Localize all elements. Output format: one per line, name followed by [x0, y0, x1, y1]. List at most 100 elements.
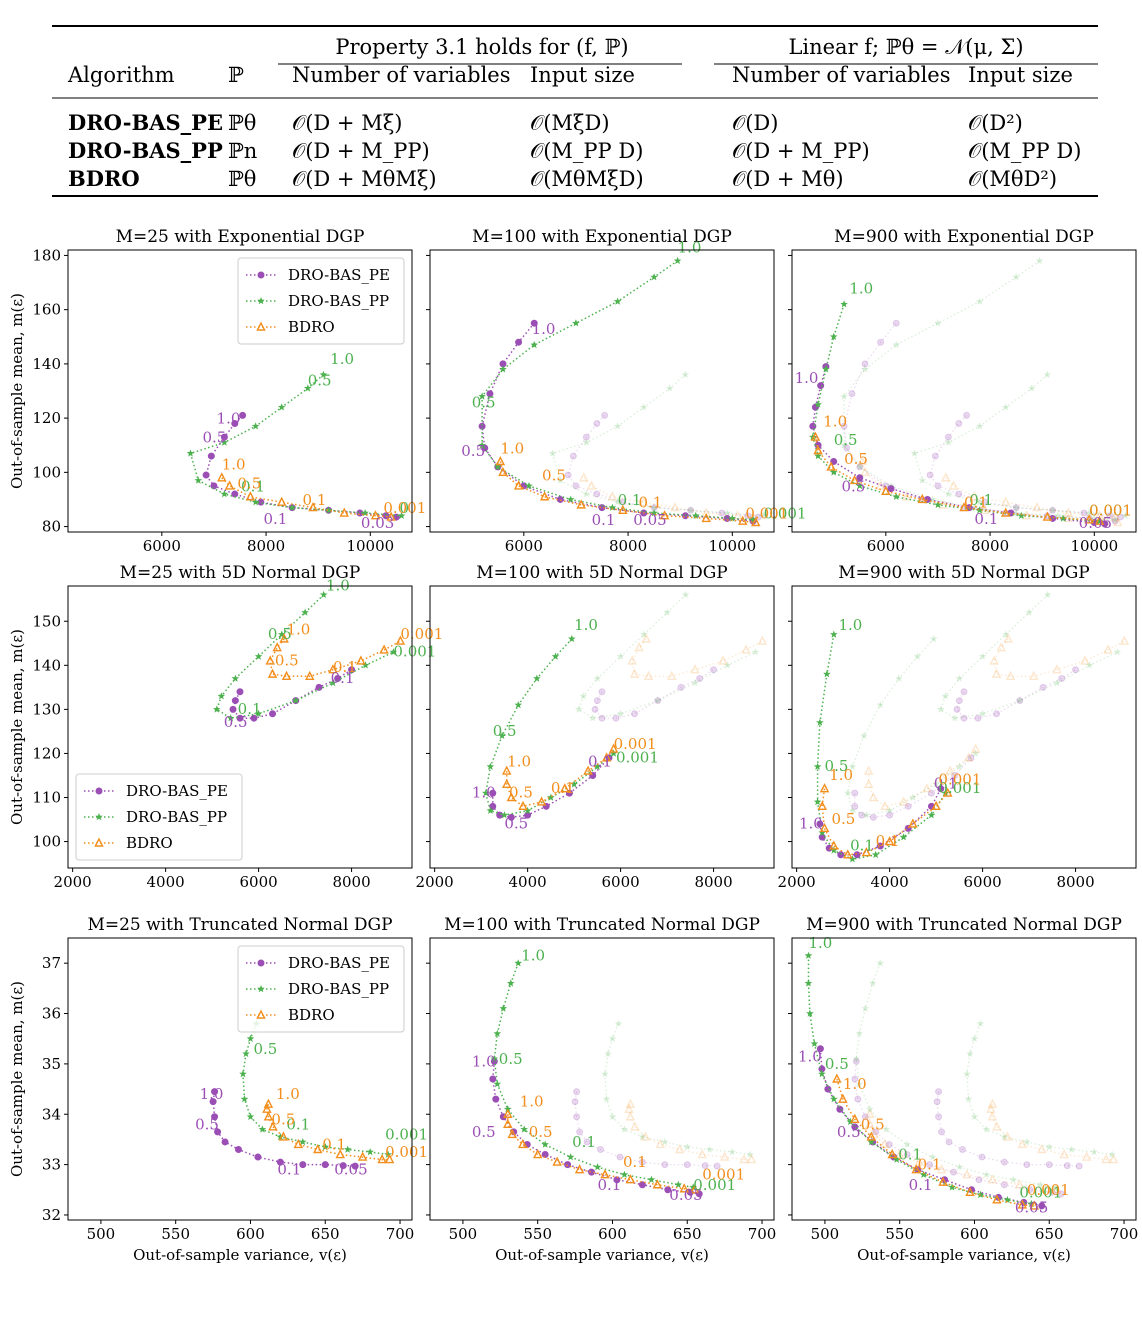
data-point-bdro: [917, 493, 928, 504]
data-point-pp: [608, 503, 617, 511]
data-point-pp: [246, 1112, 255, 1120]
point-annotation: 0.1: [303, 491, 327, 509]
data-point-pe: [254, 1153, 262, 1161]
data-point-pe: [231, 420, 239, 428]
ghost-point: [613, 498, 622, 506]
ghost-point: [892, 319, 900, 327]
data-point-pe: [211, 1088, 219, 1096]
ghost-series-line: [855, 962, 1056, 1188]
data-point-bdro: [813, 445, 823, 455]
ghost-point: [641, 633, 651, 643]
ghost-point: [598, 688, 606, 696]
x-tick-label: 6000: [964, 873, 1002, 891]
data-point-pp: [251, 498, 260, 506]
ghost-point: [914, 1156, 924, 1166]
ghost-point: [877, 338, 885, 346]
data-point-pp: [220, 438, 229, 446]
data-point-pp: [830, 630, 838, 638]
legend-marker: [95, 787, 103, 795]
data-point-bdro: [911, 1164, 921, 1174]
ghost-point: [713, 1162, 721, 1170]
ghost-point: [852, 1054, 861, 1063]
data-point-pp: [541, 1140, 549, 1148]
point-annotation: 1.0: [500, 439, 524, 457]
y-tick-label: 180: [32, 246, 61, 264]
ghost-point: [728, 1148, 736, 1156]
ghost-point: [629, 668, 640, 678]
data-point-pp: [814, 400, 822, 408]
data-point-pe: [214, 1128, 222, 1136]
data-point-pp: [848, 855, 857, 863]
data-point-bdro: [279, 633, 289, 643]
ghost-point: [759, 511, 768, 519]
chart-panel: M=100 with Truncated Normal DGP1.00.50.1…: [426, 915, 776, 1264]
ghost-point: [866, 1105, 874, 1113]
ghost-point: [604, 1049, 612, 1058]
chart-title: M=25 with Truncated Normal DGP: [87, 915, 392, 935]
table-cell: BDRO: [68, 166, 140, 191]
ghost-point: [944, 490, 953, 498]
y-tick-label: 100: [32, 463, 61, 481]
ghost-series-line: [843, 260, 1116, 521]
data-point-bdro: [574, 1164, 585, 1174]
data-point-pp: [520, 1125, 528, 1133]
point-annotation: 0.5: [275, 651, 299, 669]
data-point-pp: [478, 392, 486, 400]
data-point-pe: [817, 382, 825, 390]
ghost-point: [1025, 608, 1033, 616]
data-point-pe: [486, 390, 494, 398]
ghost-point: [1045, 1161, 1053, 1169]
point-annotation: 0.5: [493, 722, 517, 740]
ghost-point: [978, 709, 987, 717]
ghost-point: [593, 674, 602, 682]
data-point-pp: [650, 273, 658, 281]
legend-box: [237, 257, 405, 345]
data-point-pe: [269, 710, 277, 718]
data-point-pp: [856, 481, 864, 490]
data-point-pp: [301, 608, 309, 616]
point-annotation: 0.1: [572, 1133, 596, 1151]
ghost-point: [616, 709, 625, 717]
ghost-point: [564, 471, 572, 479]
ghost-point: [1054, 511, 1062, 519]
y-tick-label: 33: [42, 1156, 61, 1174]
data-point-bdro: [1084, 514, 1094, 524]
table-column-header: ℙ: [228, 63, 244, 87]
point-annotation: 1.0: [829, 766, 853, 784]
ghost-point: [1002, 1131, 1013, 1141]
plot-frame: [67, 937, 413, 1221]
data-point-pp: [493, 1029, 502, 1037]
series-line-bdro: [499, 461, 756, 524]
data-point-pp: [934, 500, 942, 509]
ghost-point: [861, 1004, 870, 1012]
data-point-pp: [226, 714, 235, 722]
ghost-point: [681, 370, 690, 378]
data-point-bdro: [503, 1118, 513, 1129]
data-point-bdro: [832, 1073, 842, 1083]
data-point-pp: [254, 709, 263, 717]
ghost-point: [586, 480, 597, 490]
data-point-bdro: [293, 1138, 304, 1149]
data-point-pp: [361, 509, 369, 517]
ghost-point: [976, 1019, 985, 1027]
data-point-pe: [202, 471, 210, 479]
data-point-pp: [514, 959, 522, 967]
point-annotation: 0.5: [832, 810, 856, 828]
plot-frame: [791, 585, 1137, 869]
ghost-point: [966, 1049, 974, 1058]
ghost-point: [640, 1131, 651, 1141]
data-point-bdro: [217, 472, 227, 482]
ghost-point: [683, 1161, 691, 1169]
x-tick-label: 4000: [147, 873, 185, 891]
ghost-point: [894, 1149, 905, 1159]
ghost-point: [661, 1137, 669, 1146]
data-point-pe: [321, 1161, 329, 1169]
data-point-bdro: [679, 1183, 690, 1193]
data-point-pp: [830, 1095, 838, 1103]
series-line-bdro: [269, 638, 401, 678]
ghost-point: [1110, 511, 1120, 521]
point-annotation: 1.0: [678, 239, 702, 257]
data-point-bdro: [262, 1103, 272, 1113]
data-point-bdro: [1094, 515, 1105, 525]
ghost-point: [880, 800, 890, 811]
